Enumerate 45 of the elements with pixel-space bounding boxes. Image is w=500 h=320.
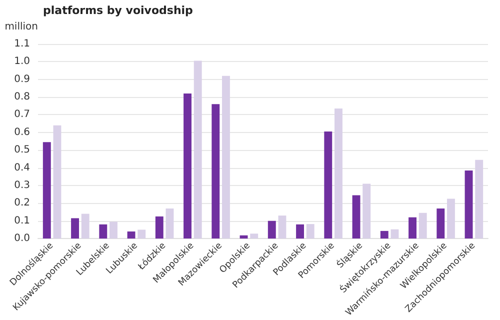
y-tick-label: 0.0 (14, 233, 30, 244)
bar (352, 195, 360, 239)
bar (408, 217, 416, 239)
y-axis-title: million (4, 22, 38, 32)
bar (447, 198, 455, 239)
bar (155, 216, 164, 239)
bar (475, 160, 484, 239)
y-tick-label: 0.5 (14, 144, 30, 156)
y-tick-label: 1.0 (14, 56, 30, 68)
bar (464, 170, 473, 239)
y-tick-label: 0.8 (14, 92, 30, 103)
bar (212, 104, 220, 239)
chart-title: platforms by voivodship (43, 4, 194, 17)
bar (110, 222, 118, 239)
bar (194, 60, 202, 239)
y-tick-label: 0.7 (14, 109, 30, 120)
bar (184, 94, 192, 239)
bar (390, 229, 399, 239)
bar (138, 230, 146, 239)
bar (166, 208, 174, 239)
bar (362, 184, 371, 239)
bar (250, 234, 258, 239)
bar (380, 230, 388, 239)
y-tick-label: 0.6 (14, 126, 30, 138)
y-tick-label: 1.1 (14, 38, 30, 50)
y-tick-label: 0.4 (14, 162, 30, 174)
bar (436, 208, 445, 239)
bar (306, 224, 314, 239)
bar (418, 212, 427, 239)
bar (42, 142, 51, 239)
y-tick-label: 0.3 (14, 180, 30, 191)
bar (99, 224, 108, 239)
bar (334, 108, 342, 239)
bar (296, 224, 304, 239)
bar (127, 231, 136, 239)
bar (81, 214, 90, 239)
y-tick-label: 0.9 (14, 74, 30, 85)
y-tick-label: 0.2 (14, 198, 30, 209)
bar (268, 220, 276, 239)
bar (324, 132, 332, 239)
y-tick-label: 0.1 (14, 215, 30, 226)
bar (53, 125, 62, 239)
bar (222, 76, 230, 239)
bar (278, 216, 286, 239)
bar (71, 218, 79, 239)
